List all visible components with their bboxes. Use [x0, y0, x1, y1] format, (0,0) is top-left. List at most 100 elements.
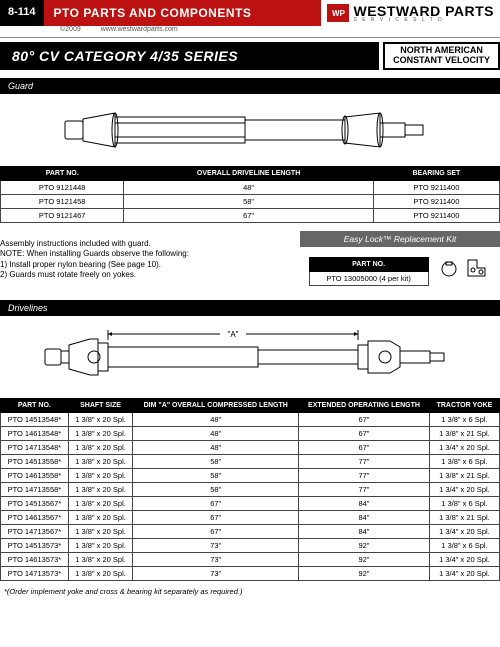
table-row: PTO 14513558*1 3/8" x 20 Spl.58"77"1 3/8… — [1, 455, 500, 469]
kit-row: PTO 13005000 (4 per kit) — [309, 272, 428, 286]
table-cell: 67" — [299, 413, 430, 427]
table-cell: 67" — [133, 525, 299, 539]
table-cell: 1 3/8" x 6 Spl. — [429, 497, 499, 511]
table-cell: PTO 14613548* — [1, 427, 69, 441]
table-cell: 92" — [299, 553, 430, 567]
drivelines-table: PART NO.SHAFT SIZEDIM "A" OVERALL COMPRE… — [0, 398, 500, 581]
kit-table: PART NO. PTO 13005000 (4 per kit) — [309, 257, 429, 286]
table-cell: 67" — [299, 427, 430, 441]
kit-col: PART NO. — [309, 258, 428, 272]
table-cell: PTO 14713573* — [1, 567, 69, 581]
table-cell: 1 3/8" x 20 Spl. — [68, 525, 133, 539]
table-cell: 1 3/4" x 20 Spl. — [429, 525, 499, 539]
table-cell: 1 3/8" x 20 Spl. — [68, 567, 133, 581]
table-cell: 48" — [133, 427, 299, 441]
table-cell: 73" — [133, 553, 299, 567]
table-cell: 1 3/8" x 6 Spl. — [429, 455, 499, 469]
table-cell: PTO 14713567* — [1, 525, 69, 539]
table-row: PTO 14613567*1 3/8" x 20 Spl.67"84"1 3/8… — [1, 511, 500, 525]
table-cell: PTO 9121448 — [1, 181, 124, 195]
table-row: PTO 14713573*1 3/8" x 20 Spl.73"92"1 3/4… — [1, 567, 500, 581]
top-bar: 8-114 PTO PARTS AND COMPONENTS WP WESTWA… — [0, 0, 500, 26]
guard-table: PART NO.OVERALL DRIVELINE LENGTHBEARING … — [0, 166, 500, 223]
note-line: 2) Guards must rotate freely on yokes. — [0, 270, 290, 280]
table-cell: 1 3/8" x 20 Spl. — [68, 441, 133, 455]
table-cell: 1 3/8" x 20 Spl. — [68, 469, 133, 483]
table-cell: 58" — [133, 455, 299, 469]
table-row: PTO 14613573*1 3/8" x 20 Spl.73"92"1 3/4… — [1, 553, 500, 567]
table-cell: 1 3/8" x 21 Spl. — [429, 427, 499, 441]
table-cell: PTO 9211400 — [373, 181, 499, 195]
table-cell: 84" — [299, 497, 430, 511]
guard-diagram — [0, 100, 500, 160]
drivelines-heading: Drivelines — [0, 300, 500, 316]
page-title: 80° CV CATEGORY 4/35 SERIES — [0, 42, 379, 70]
table-cell: 1 3/8" x 21 Spl. — [429, 511, 499, 525]
table-cell: 1 3/8" x 20 Spl. — [68, 413, 133, 427]
table-col: PART NO. — [1, 399, 69, 413]
table-cell: 1 3/8" x 21 Spl. — [429, 469, 499, 483]
table-cell: PTO 14613558* — [1, 469, 69, 483]
table-row: PTO 14713567*1 3/8" x 20 Spl.67"84"1 3/4… — [1, 525, 500, 539]
table-cell: 77" — [299, 483, 430, 497]
badge-line2: CONSTANT VELOCITY — [393, 56, 490, 66]
table-row: PTO 14513548*1 3/8" x 20 Spl.48"67"1 3/8… — [1, 413, 500, 427]
table-cell: PTO 14613573* — [1, 553, 69, 567]
note-line: NOTE: When installing Guards observe the… — [0, 249, 290, 259]
sub-header-row: ©2009 www.westwardparts.com — [0, 26, 500, 38]
table-cell: PTO 9211400 — [373, 195, 499, 209]
table-cell: PTO 9121458 — [1, 195, 124, 209]
page-number: 8-114 — [0, 0, 44, 26]
table-cell: 1 3/8" x 6 Spl. — [429, 413, 499, 427]
table-cell: PTO 14513558* — [1, 455, 69, 469]
table-cell: 1 3/8" x 20 Spl. — [68, 553, 133, 567]
table-row: PTO 14713548*1 3/8" x 20 Spl.48"67"1 3/4… — [1, 441, 500, 455]
table-cell: 1 3/4" x 20 Spl. — [429, 567, 499, 581]
table-row: PTO 912146767"PTO 9211400 — [1, 209, 500, 223]
kit-heading: Easy Lock™ Replacement Kit — [300, 231, 500, 247]
table-row: PTO 14513567*1 3/8" x 20 Spl.67"84"1 3/8… — [1, 497, 500, 511]
table-col: TRACTOR YOKE — [429, 399, 499, 413]
table-cell: PTO 14713558* — [1, 483, 69, 497]
table-row: PTO 912145858"PTO 9211400 — [1, 195, 500, 209]
table-cell: 1 3/4" x 20 Spl. — [429, 441, 499, 455]
copyright: ©2009 — [60, 26, 81, 33]
table-row: PTO 14613548*1 3/8" x 20 Spl.48"67"1 3/8… — [1, 427, 500, 441]
drivelines-diagram: "A" — [0, 322, 500, 392]
table-cell: 48" — [133, 413, 299, 427]
table-cell: 92" — [299, 567, 430, 581]
table-cell: 1 3/8" x 20 Spl. — [68, 427, 133, 441]
table-cell: 58" — [124, 195, 373, 209]
table-row: PTO 14513573*1 3/8" x 20 Spl.73"92"1 3/8… — [1, 539, 500, 553]
table-cell: 67" — [133, 511, 299, 525]
title-badge: NORTH AMERICAN CONSTANT VELOCITY — [383, 42, 500, 70]
table-cell: 73" — [133, 567, 299, 581]
table-col: DIM "A" OVERALL COMPRESSED LENGTH — [133, 399, 299, 413]
note-line: 1) Install proper nylon bearing (See pag… — [0, 260, 290, 270]
drivelines-footnote: *(Order implement yoke and cross & beari… — [0, 587, 500, 596]
table-cell: 58" — [133, 469, 299, 483]
table-cell: 1 3/8" x 20 Spl. — [68, 483, 133, 497]
table-cell: 1 3/8" x 6 Spl. — [429, 539, 499, 553]
brand-block: WP WESTWARD PARTS S E R V I C E S L T D — [321, 0, 500, 26]
table-cell: 48" — [124, 181, 373, 195]
brand-logo-icon: WP — [327, 4, 349, 22]
table-row: PTO 912144848"PTO 9211400 — [1, 181, 500, 195]
table-cell: 77" — [299, 469, 430, 483]
table-cell: 58" — [133, 483, 299, 497]
table-cell: PTO 14513567* — [1, 497, 69, 511]
table-cell: 77" — [299, 455, 430, 469]
table-col: PART NO. — [1, 167, 124, 181]
table-col: BEARING SET — [373, 167, 499, 181]
note-line: Assembly instructions included with guar… — [0, 239, 290, 249]
table-cell: PTO 9211400 — [373, 209, 499, 223]
table-cell: 1 3/8" x 20 Spl. — [68, 497, 133, 511]
table-cell: 67" — [133, 497, 299, 511]
svg-text:"A": "A" — [227, 330, 238, 339]
table-row: PTO 14713558*1 3/8" x 20 Spl.58"77"1 3/4… — [1, 483, 500, 497]
table-cell: 1 3/4" x 20 Spl. — [429, 553, 499, 567]
brand-name: WESTWARD PARTS — [353, 4, 494, 18]
table-cell: 73" — [133, 539, 299, 553]
table-cell: PTO 14513548* — [1, 413, 69, 427]
table-cell: PTO 14513573* — [1, 539, 69, 553]
